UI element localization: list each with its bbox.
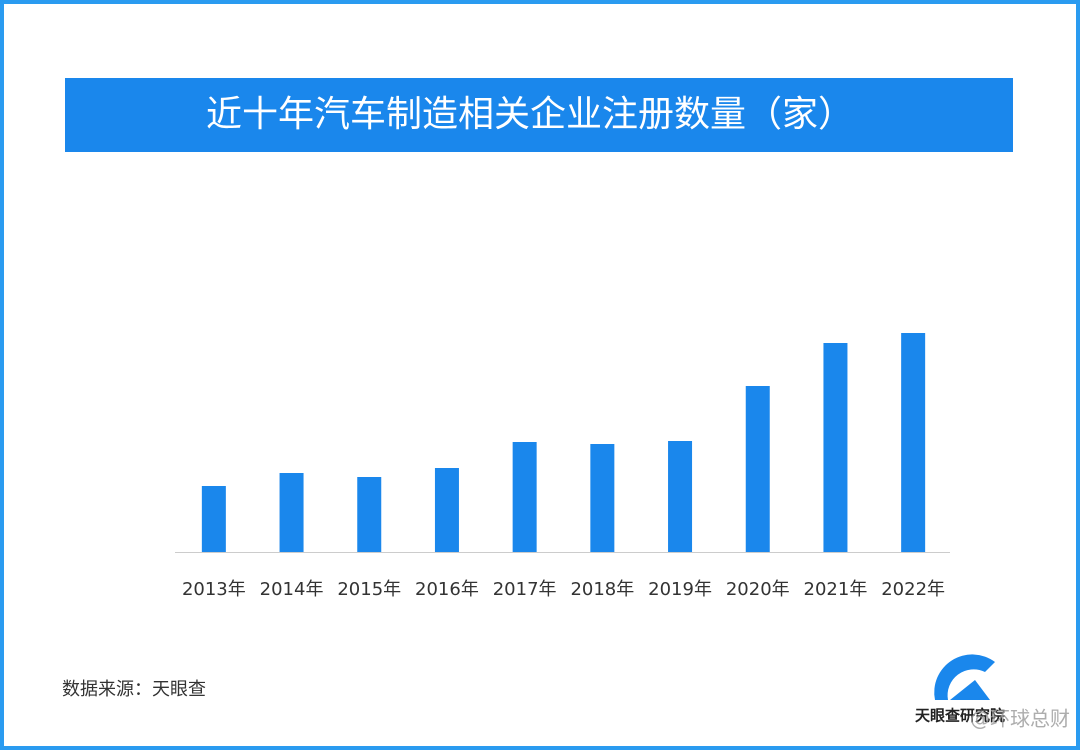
x-tick-label: 2018年 [570, 579, 634, 600]
title-bar [65, 78, 1013, 152]
x-tick-label: 2020年 [726, 579, 790, 600]
logo-icon [934, 654, 995, 700]
watermark: @环球总财 [970, 707, 1070, 731]
bar [668, 441, 693, 552]
x-tick-label: 2013年 [182, 579, 246, 600]
bar [434, 468, 459, 552]
bar [279, 473, 304, 552]
source-note: 数据来源：天眼查 [62, 679, 206, 700]
chart-title: 近十年汽车制造相关企业注册数量（家） [206, 94, 854, 135]
bar [512, 442, 537, 552]
x-tick-label: 2014年 [260, 579, 324, 600]
bar [590, 444, 615, 552]
bar [201, 486, 226, 552]
bar [745, 386, 770, 552]
x-tick-label: 2017年 [493, 579, 557, 600]
x-tick-label: 2015年 [337, 579, 401, 600]
bar [357, 477, 382, 552]
bar [823, 343, 848, 552]
x-tick-label: 2021年 [804, 579, 868, 600]
x-tick-label: 2019年 [648, 579, 712, 600]
logo-text: 天眼查研究院 [915, 707, 1005, 725]
bar [901, 333, 926, 552]
x-tick-label: 2016年 [415, 579, 479, 600]
x-tick-label: 2022年 [881, 579, 945, 600]
